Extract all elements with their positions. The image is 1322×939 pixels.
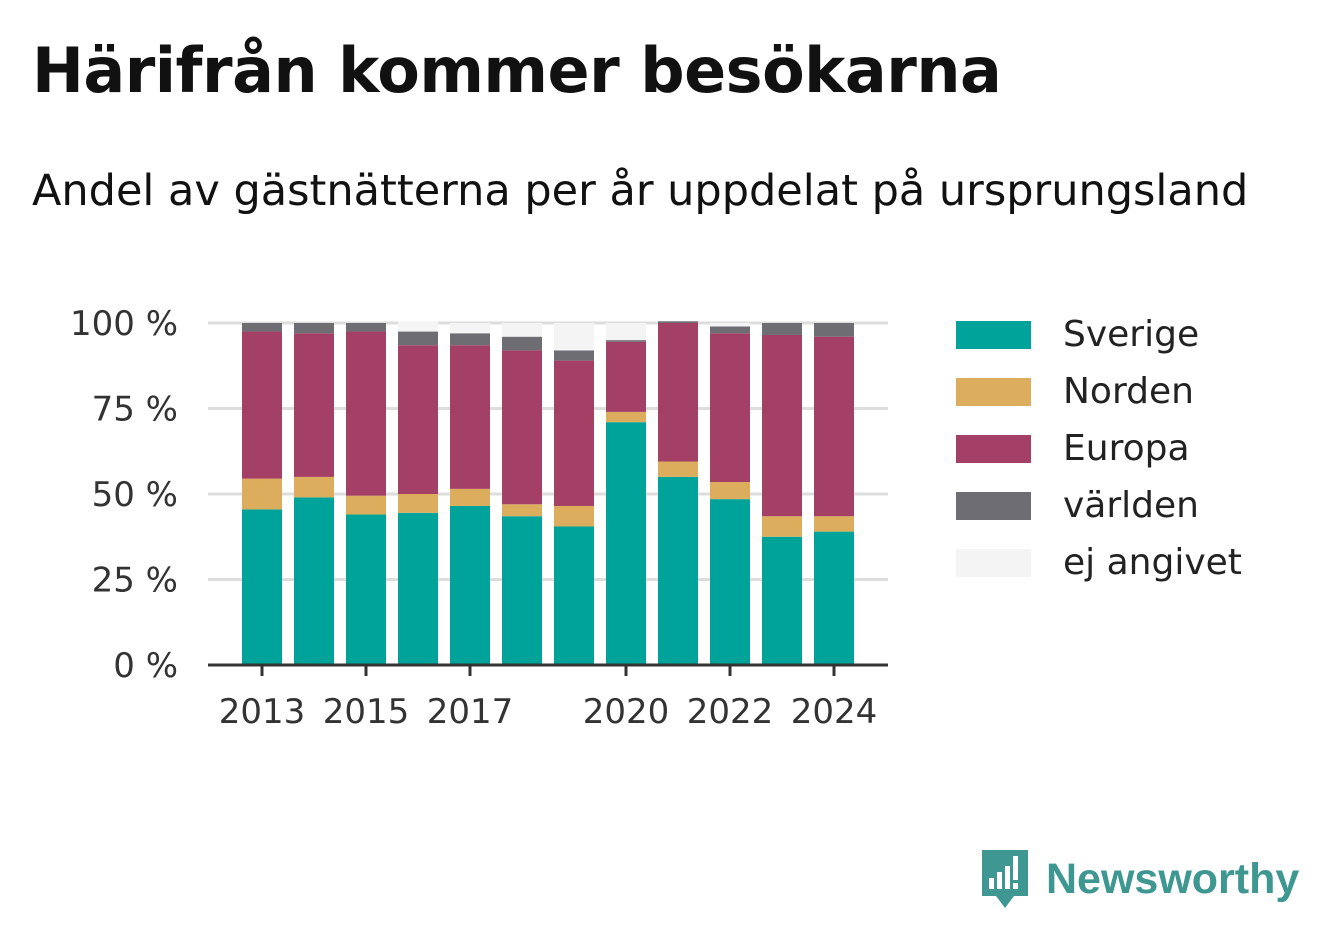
bar-sverige-2015 xyxy=(346,514,386,665)
bar-europa-2013 xyxy=(242,331,282,479)
legend-label: världen xyxy=(1063,485,1199,526)
bar-europa-2024 xyxy=(814,336,854,517)
stacked-bar-chart: 0 % 25 % 50 % 75 % 100 % 2013 2015 2017 2020 2022… xyxy=(70,304,888,732)
x-tick-label: 2020 xyxy=(583,692,670,732)
legend-swatch xyxy=(956,491,1031,520)
x-tick-label: 2013 xyxy=(219,692,306,732)
legend-swatch xyxy=(956,320,1031,349)
legend-item: Sverige xyxy=(956,306,1242,363)
legend-label: Sverige xyxy=(1063,314,1200,355)
bar-världen-2024 xyxy=(814,323,854,337)
bar-världen-2022 xyxy=(710,326,750,334)
bar-ej-angivet-2019 xyxy=(554,323,594,351)
bar-europa-2020 xyxy=(606,341,646,412)
bar-ej-angivet-2018 xyxy=(502,323,542,337)
bar-norden-2013 xyxy=(242,478,282,510)
bar-världen-2016 xyxy=(398,331,438,346)
bar-europa-2014 xyxy=(294,333,334,477)
bar-europa-2019 xyxy=(554,360,594,506)
bar-norden-2015 xyxy=(346,495,386,515)
bar-norden-2020 xyxy=(606,411,646,423)
bar-världen-2013 xyxy=(242,323,282,332)
bar-europa-2017 xyxy=(450,345,490,489)
legend-swatch xyxy=(956,377,1031,406)
bar-världen-2023 xyxy=(762,323,802,335)
bar-chart-speech-icon xyxy=(982,850,1028,908)
bar-sverige-2013 xyxy=(242,509,282,665)
bar-sverige-2022 xyxy=(710,499,750,665)
bar-världen-2017 xyxy=(450,333,490,346)
bar-ej-angivet-2022 xyxy=(710,323,750,327)
bar-sverige-2017 xyxy=(450,505,490,665)
axes: 0 % 25 % 50 % 75 % 100 % 2013 2015 2017 2020 2022… xyxy=(70,304,888,732)
legend-swatch xyxy=(956,434,1031,463)
brand-name: Newsworthy xyxy=(1046,854,1300,903)
bar-sverige-2021 xyxy=(658,476,698,665)
bar-världen-2014 xyxy=(294,323,334,334)
bar-norden-2016 xyxy=(398,494,438,513)
bar-sverige-2019 xyxy=(554,526,594,665)
legend-swatch xyxy=(956,548,1031,577)
bar-norden-2023 xyxy=(762,516,802,537)
bar-sverige-2014 xyxy=(294,497,334,665)
y-tick-label: 25 % xyxy=(92,561,178,601)
chart-subtitle: Andel av gästnätterna per år uppdelat på… xyxy=(32,166,1249,216)
bar-världen-2015 xyxy=(346,323,386,332)
bar-norden-2014 xyxy=(294,476,334,498)
bar-norden-2024 xyxy=(814,516,854,532)
legend-item: Norden xyxy=(956,363,1242,420)
bar-världen-2018 xyxy=(502,336,542,351)
bar-världen-2020 xyxy=(606,340,646,342)
chart-title: Härifrån kommer besökarna xyxy=(32,34,1002,107)
bar-europa-2023 xyxy=(762,334,802,517)
legend: Sverige Norden Europa världen ej angivet xyxy=(956,306,1242,591)
x-tick-label: 2015 xyxy=(323,692,410,732)
bar-ej-angivet-2020 xyxy=(606,323,646,341)
bar-världen-2021 xyxy=(658,321,698,323)
newsworthy-logo: Newsworthy xyxy=(980,848,1299,910)
bar-ej-angivet-2016 xyxy=(398,321,438,332)
bar-europa-2015 xyxy=(346,331,386,496)
legend-label: Europa xyxy=(1063,428,1190,469)
bar-norden-2017 xyxy=(450,488,490,506)
bar-sverige-2024 xyxy=(814,531,854,665)
bar-världen-2019 xyxy=(554,350,594,361)
y-tick-label: 50 % xyxy=(92,475,178,515)
bar-ej-angivet-2017 xyxy=(450,323,490,334)
x-tick-label: 2024 xyxy=(791,692,878,732)
bar-europa-2018 xyxy=(502,350,542,505)
x-tick-label: 2017 xyxy=(427,692,514,732)
bar-sverige-2023 xyxy=(762,536,802,665)
bar-sverige-2020 xyxy=(606,422,646,665)
bar-europa-2021 xyxy=(658,323,698,462)
bar-sverige-2016 xyxy=(398,512,438,665)
legend-item: världen xyxy=(956,477,1242,534)
bar-norden-2022 xyxy=(710,482,750,500)
bar-sverige-2018 xyxy=(502,516,542,665)
y-tick-label: 75 % xyxy=(92,390,178,430)
y-tick-label: 0 % xyxy=(113,646,178,686)
bars xyxy=(242,321,854,665)
bar-europa-2022 xyxy=(710,333,750,483)
bar-norden-2018 xyxy=(502,504,542,517)
bar-norden-2019 xyxy=(554,505,594,527)
bar-norden-2021 xyxy=(658,461,698,477)
legend-item: Europa xyxy=(956,420,1242,477)
y-tick-label: 100 % xyxy=(70,304,178,344)
bar-europa-2016 xyxy=(398,345,438,494)
legend-label: ej angivet xyxy=(1063,542,1242,583)
x-tick-label: 2022 xyxy=(687,692,774,732)
legend-item: ej angivet xyxy=(956,534,1242,591)
legend-label: Norden xyxy=(1063,371,1194,412)
